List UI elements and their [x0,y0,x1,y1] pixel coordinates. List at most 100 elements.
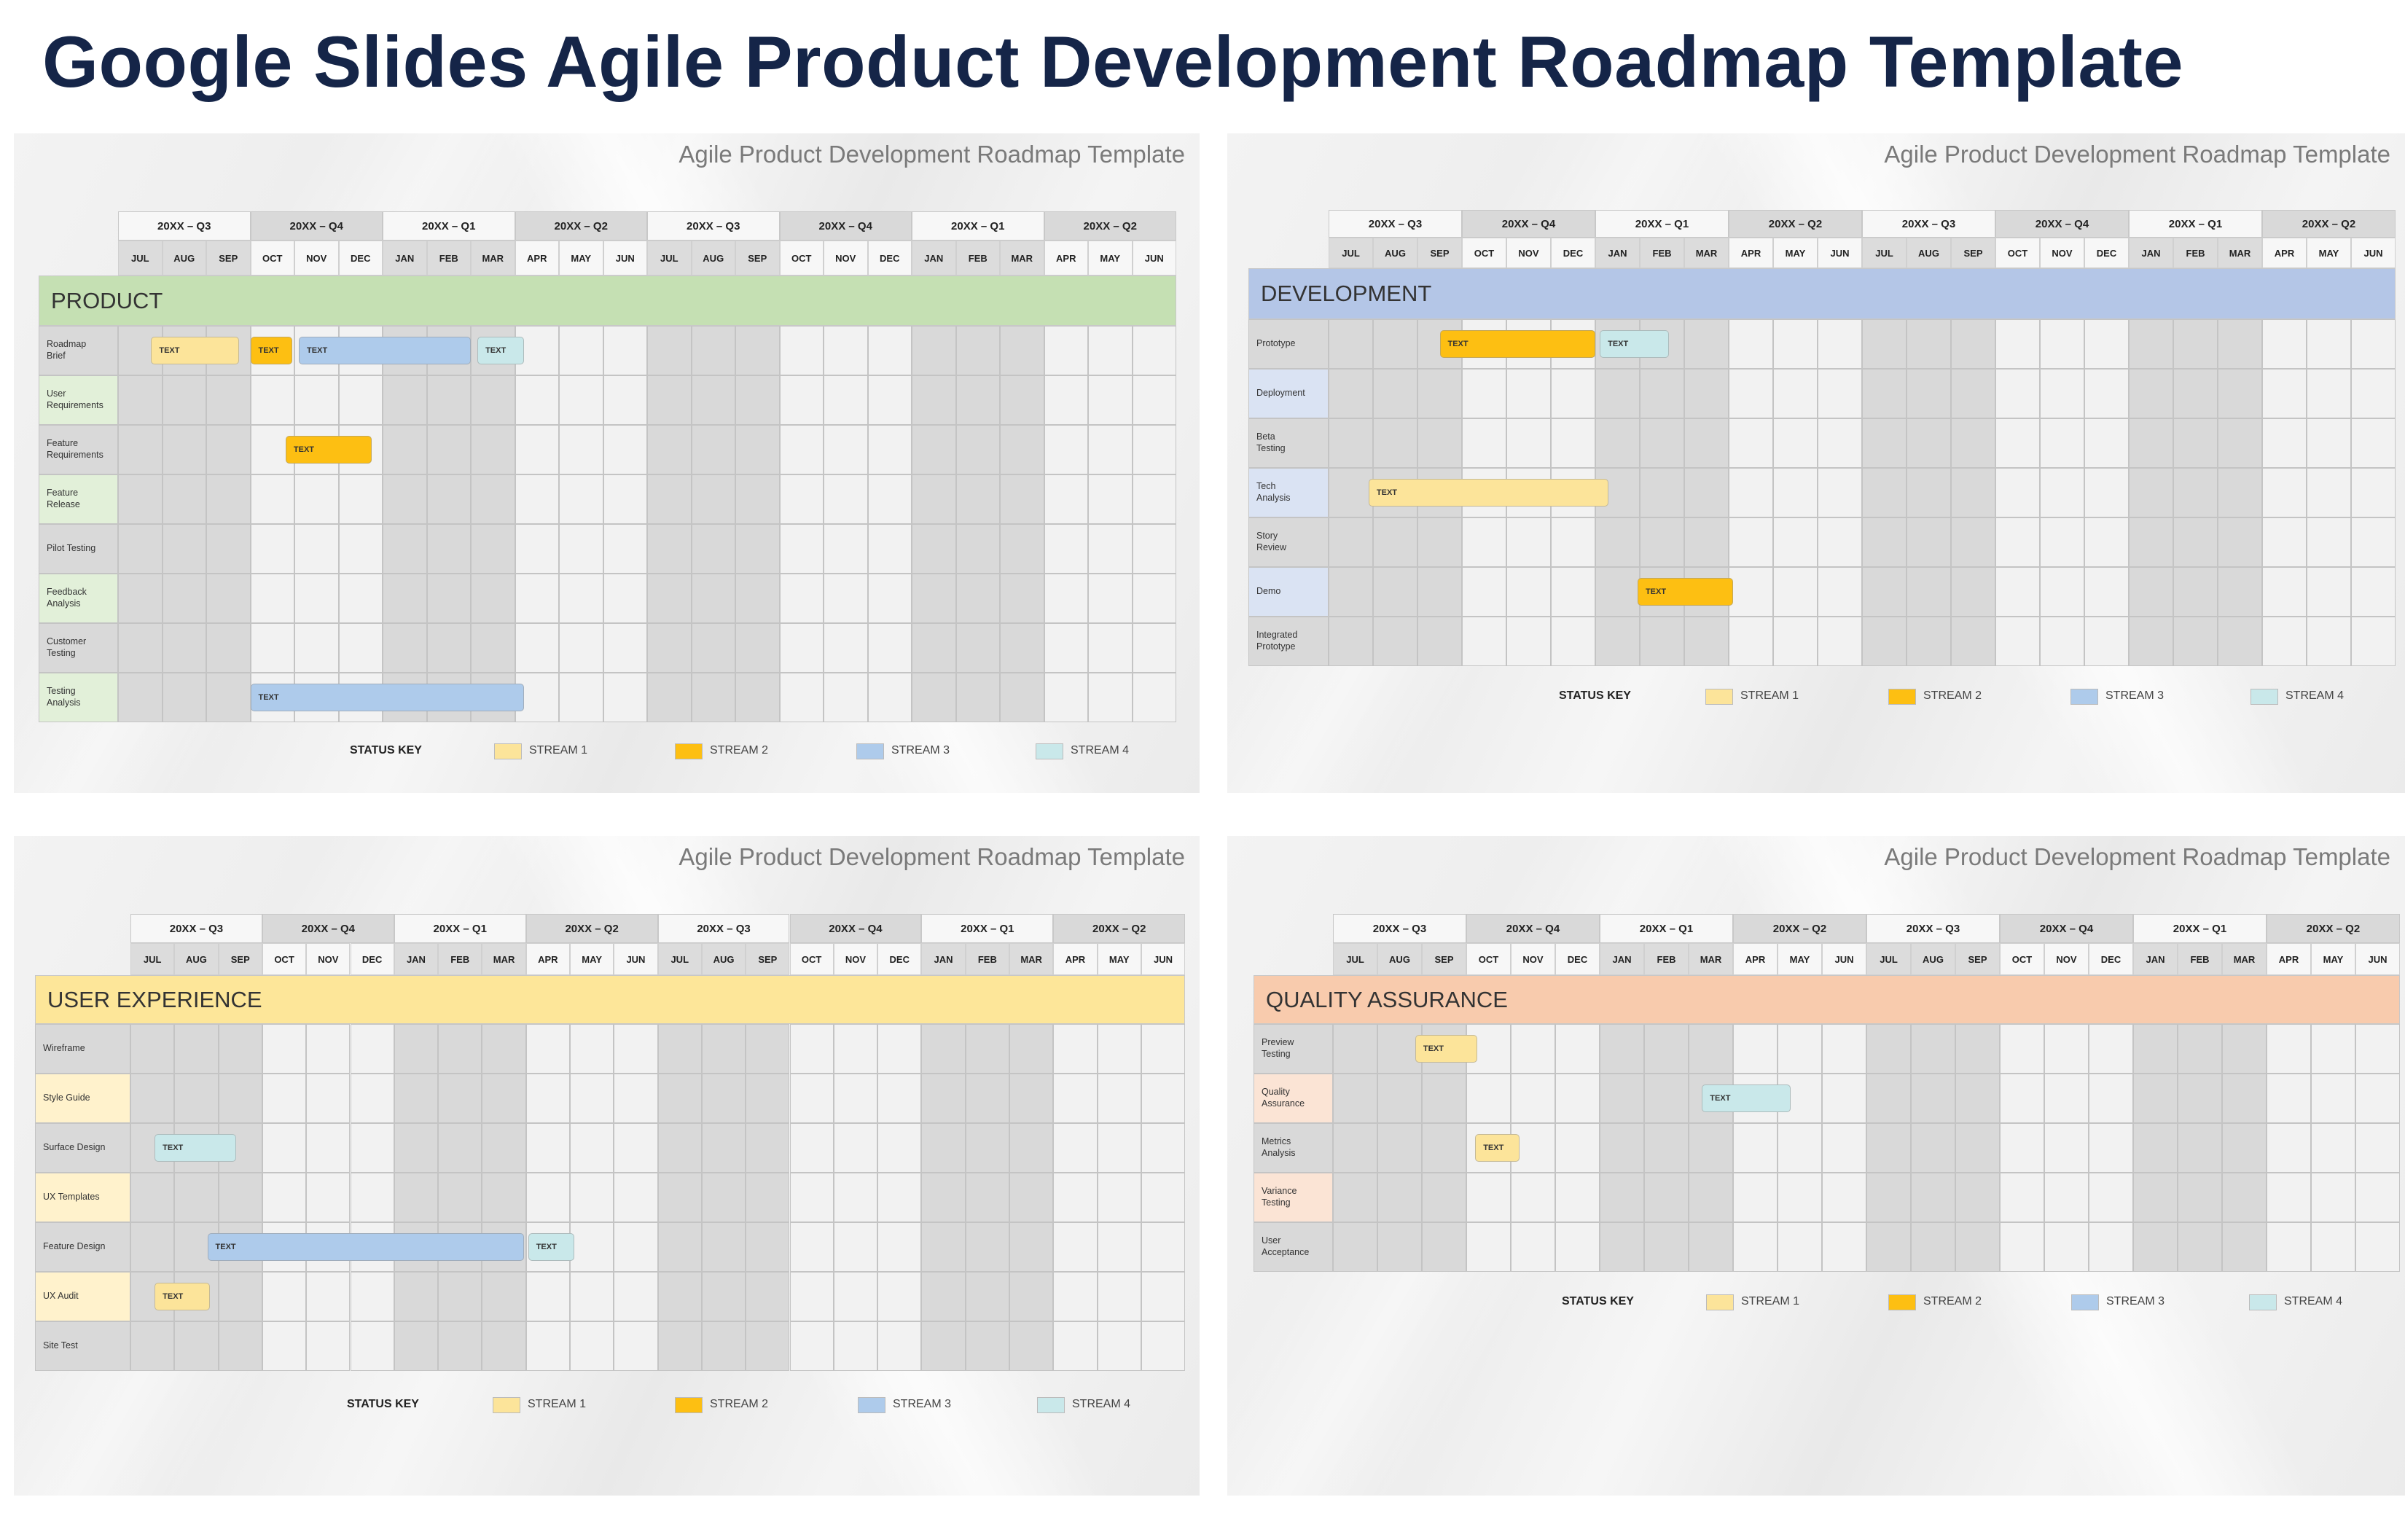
grid-cell [657,1123,702,1173]
roadmap-slide-product[interactable]: Agile Product Development Roadmap Templa… [14,133,1200,793]
row-label: Feature Requirements [39,425,118,474]
grid-cell [1377,1123,1422,1173]
grid-cell [525,1024,570,1074]
month-header: MAR [1689,943,1733,975]
grid-cell [2129,617,2173,666]
timeline-bar-stream-4[interactable]: TEXT [528,1233,575,1261]
roadmap-slide-user-experience[interactable]: Agile Product Development Roadmap Templa… [14,836,1200,1496]
quarter-header: 20XX – Q1 [1595,210,1729,238]
slide-subtitle: Agile Product Development Roadmap Templa… [679,843,1185,870]
month-header: AUG [162,241,206,275]
grid-cell [2178,1123,2222,1173]
grid-cell [1778,1222,1822,1272]
timeline-bar-stream-4[interactable]: TEXT [1702,1084,1791,1112]
timeline-bar-stream-1[interactable]: TEXT [1415,1035,1478,1063]
grid-cell [1911,1173,1955,1222]
stream-1-swatch [494,743,522,759]
grid-cell [1862,617,1907,666]
month-header: OCT [250,241,294,275]
grid-cell [1862,468,1907,517]
grid-cell [559,574,603,623]
grid-cell [1640,418,1684,468]
grid-cell [350,1321,394,1371]
grid-cell [1640,369,1684,418]
section-band: DEVELOPMENT [1248,268,2396,319]
roadmap-slide-development[interactable]: Agile Product Development Roadmap Templa… [1227,133,2405,793]
grid-cell [965,1074,1009,1123]
quarter-header: 20XX – Q2 [1053,914,1186,943]
timeline-bar-stream-2[interactable]: TEXT [285,436,372,464]
grid-cell [1333,1074,1377,1123]
grid-cell [2000,1173,2044,1222]
grid-cell [735,623,780,673]
timeline-bar-stream-3[interactable]: TEXT [299,337,471,364]
grid-cell [2222,1173,2267,1222]
timeline-bar-stream-2[interactable]: TEXT [1637,578,1734,606]
grid-cell [1644,1024,1689,1074]
timeline-bar-stream-4[interactable]: TEXT [1600,330,1669,358]
month-header: MAR [482,943,526,975]
grid-cell [1000,326,1044,375]
grid-cell [1333,1173,1377,1222]
grid-cell [162,673,206,722]
timeline-bar-stream-1[interactable]: TEXT [151,337,240,364]
grid-cell [515,425,559,474]
grid-cell [206,375,251,425]
grid-cell [438,1024,482,1074]
grid-cell [789,1222,834,1272]
month-header: AUG [1373,238,1417,268]
grid-cell [1644,1074,1689,1123]
grid-cell [515,375,559,425]
row-label: UX Audit [35,1272,130,1321]
grid-cell [2040,319,2084,369]
grid-cell [1907,369,1951,418]
grid-cell [438,1123,482,1173]
month-header: JAN [1600,943,1644,975]
timeline-bar-stream-3[interactable]: TEXT [250,684,524,711]
grid-cell [657,1321,702,1371]
quarter-header: 20XX – Q3 [657,914,790,943]
quarter-header: 20XX – Q3 [1866,914,2000,943]
month-header: NOV [1511,943,1555,975]
grid-cell [746,1321,790,1371]
grid-cell [174,1074,219,1123]
grid-cell [426,425,471,474]
roadmap-slide-quality-assurance[interactable]: Agile Product Development Roadmap Templa… [1227,836,2405,1496]
grid-cell [162,375,206,425]
grid-cell [921,1173,966,1222]
timeline-bar-stream-3[interactable]: TEXT [207,1233,524,1261]
grid-cell [1951,418,1995,468]
grid-cell [735,673,780,722]
grid-cell [2267,1173,2311,1222]
timeline-bar-stream-1[interactable]: TEXT [155,1283,210,1310]
grid-cell [338,474,383,524]
timeline-bar-stream-1[interactable]: TEXT [1475,1134,1520,1162]
grid-cell [735,524,780,574]
stream-3-label: STREAM 3 [2105,689,2164,702]
grid-cell [647,326,692,375]
timeline-bar-stream-4[interactable]: TEXT [477,337,524,364]
timeline-bar-stream-4[interactable]: TEXT [155,1134,236,1162]
grid-cell [603,673,647,722]
grid-cell [1373,567,1417,617]
grid-cell [559,623,603,673]
month-header: JAN [921,943,966,975]
timeline-bar-stream-1[interactable]: TEXT [1368,479,1609,507]
month-header: FEB [438,943,482,975]
grid-cell [515,623,559,673]
timeline-bar-stream-2[interactable]: TEXT [250,337,292,364]
grid-cell [1684,468,1729,517]
grid-cell [912,425,956,474]
grid-cell [2040,369,2084,418]
grid-cell [833,1123,878,1173]
timeline-bar-stream-2[interactable]: TEXT [1439,330,1595,358]
stream-3-swatch [856,743,884,759]
grid-cell [1684,369,1729,418]
grid-cell [218,1074,262,1123]
grid-cell [701,1321,746,1371]
grid-cell [174,1321,219,1371]
grid-cell [2173,517,2218,567]
slide-subtitle: Agile Product Development Roadmap Templa… [1884,141,2390,168]
month-header: OCT [262,943,307,975]
grid-cell [174,1173,219,1222]
